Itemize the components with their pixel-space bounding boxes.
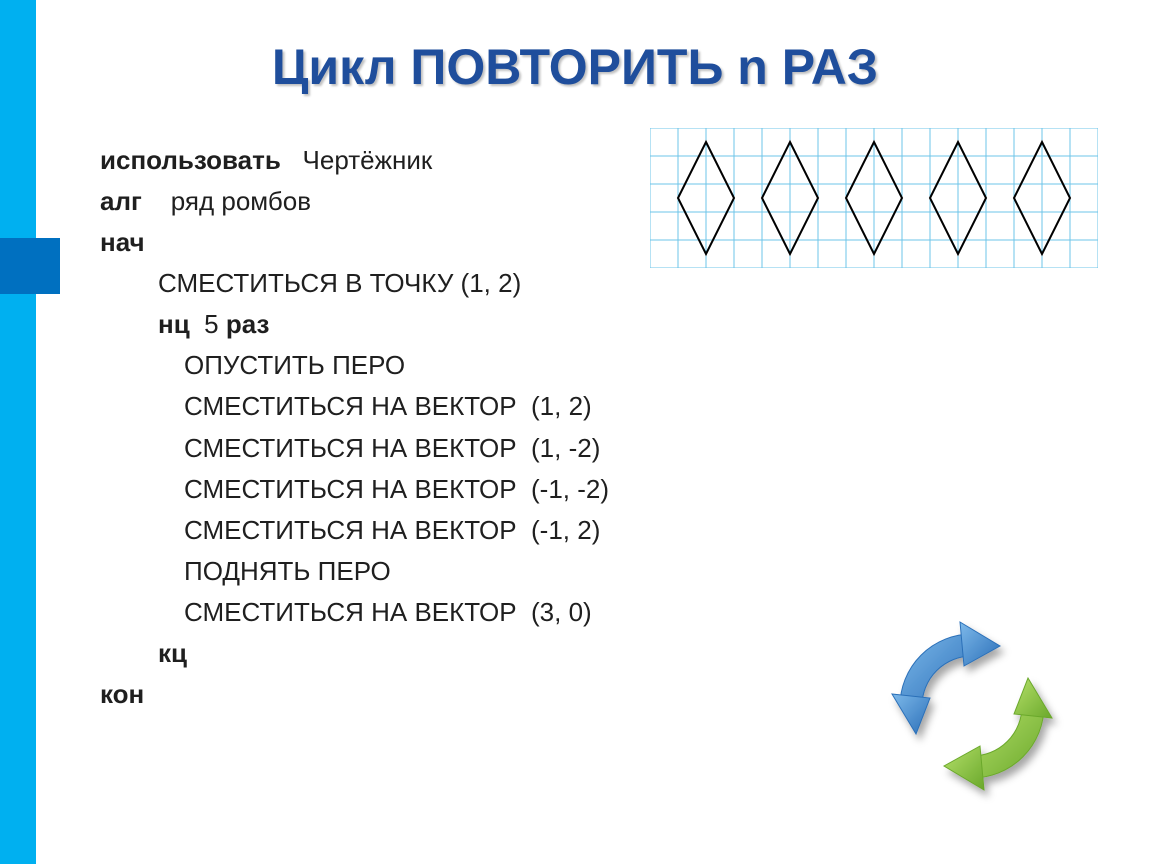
- code-line-vec5: СМЕСТИТЬСЯ НА ВЕКТОР (3, 0): [100, 592, 609, 633]
- algorithm-code: использовать Чертёжник алг ряд ромбов на…: [100, 140, 609, 715]
- cycle-arrows-icon: [872, 606, 1072, 806]
- loop-count: 5: [204, 309, 218, 339]
- left-sidebar-bar: [0, 0, 36, 864]
- code-line-alg: алг ряд ромбов: [100, 181, 609, 222]
- code-line-begin: нач: [100, 222, 609, 263]
- code-line-move-point: СМЕСТИТЬСЯ В ТОЧКУ (1, 2): [100, 263, 609, 304]
- kw-alg: алг: [100, 186, 142, 216]
- code-line-use: использовать Чертёжник: [100, 140, 609, 181]
- code-line-endloop: кц: [100, 633, 609, 674]
- kw-endloop: кц: [158, 638, 187, 668]
- code-line-vec3: СМЕСТИТЬСЯ НА ВЕКТОР (-1, -2): [100, 469, 609, 510]
- rhombus-grid-diagram: [650, 128, 1098, 268]
- code-line-vec4: СМЕСТИТЬСЯ НА ВЕКТОР (-1, 2): [100, 510, 609, 551]
- code-line-vec2: СМЕСТИТЬСЯ НА ВЕКТОР (1, -2): [100, 428, 609, 469]
- alg-value: ряд ромбов: [171, 186, 311, 216]
- code-line-vec1: СМЕСТИТЬСЯ НА ВЕКТОР (1, 2): [100, 386, 609, 427]
- code-line-penup: ПОДНЯТЬ ПЕРО: [100, 551, 609, 592]
- code-line-end: кон: [100, 674, 609, 715]
- use-value: Чертёжник: [303, 145, 433, 175]
- code-line-pendown: ОПУСТИТЬ ПЕРО: [100, 345, 609, 386]
- kw-times: раз: [226, 309, 270, 339]
- slide-title: Цикл ПОВТОРИТЬ n РАЗ: [0, 38, 1150, 96]
- kw-begin: нач: [100, 227, 145, 257]
- left-accent-block: [0, 238, 60, 294]
- kw-end: кон: [100, 679, 144, 709]
- code-line-loop: нц 5 раз: [100, 304, 609, 345]
- kw-loop: нц: [158, 309, 190, 339]
- kw-use: использовать: [100, 145, 281, 175]
